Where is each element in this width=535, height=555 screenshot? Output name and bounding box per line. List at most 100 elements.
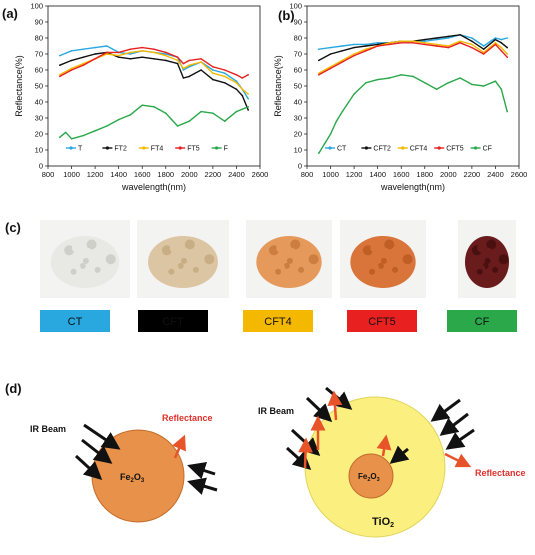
x-tick-label: 1000: [63, 170, 80, 179]
label-text-cft: CFT: [162, 316, 184, 328]
data-point-f: [164, 112, 167, 114]
data-point-cf: [482, 85, 485, 87]
data-point-cft4: [329, 66, 332, 68]
panel-label-b: (b): [278, 8, 295, 23]
powder-granule-cft5: [403, 264, 408, 269]
powder-granule-ct: [64, 245, 75, 256]
data-point-cft4: [423, 42, 426, 44]
data-point-cf: [341, 110, 344, 113]
legend-marker-cft2: [364, 146, 368, 150]
y-tick-label: 60: [294, 66, 302, 75]
x-tick-label: 1200: [346, 170, 363, 179]
y-tick-label: 90: [294, 18, 302, 27]
x-tick-label: 2200: [464, 170, 481, 179]
data-point-t: [94, 46, 96, 49]
data-point-cft5: [365, 50, 367, 52]
data-point-cf: [329, 133, 332, 135]
data-point-ct: [317, 48, 320, 50]
powder-granule-cft5: [381, 247, 390, 256]
x-tick-label: 2600: [511, 170, 528, 179]
powder-granule-cft: [161, 245, 172, 256]
data-point-ft4: [223, 75, 226, 78]
x-tick-label: 1800: [416, 170, 433, 179]
data-point-ft5: [241, 77, 244, 79]
data-point-cf: [500, 88, 503, 90]
data-point-cft4: [341, 59, 344, 62]
powder-granule-cf: [480, 265, 485, 270]
data-point-ft5: [141, 46, 144, 49]
powder-granule-cft4: [271, 262, 276, 267]
data-point-cf: [317, 152, 320, 154]
panel-label-a: (a): [2, 6, 18, 21]
data-point-cf: [400, 74, 403, 76]
legend-marker-ft5: [178, 146, 182, 150]
powder-granule-cf: [474, 262, 479, 267]
data-point-t: [188, 66, 191, 68]
x-tick-label: 1600: [134, 170, 151, 179]
powder-swatches: CT CFT CFT4 CFT5 CF: [40, 220, 517, 332]
data-point-ct: [482, 45, 485, 47]
y-tick-label: 0: [39, 162, 43, 171]
series-line-cft2: [318, 34, 508, 62]
data-point-t: [212, 69, 214, 71]
data-point-cf: [447, 82, 450, 84]
legend-label-ct: CT: [337, 146, 347, 153]
chart-a: 0 10 20 30 40 50 60 70 80 90 100 800 1000 1200 1400 160…: [14, 2, 268, 193]
powder-granule-cft5: [402, 254, 413, 265]
powder-granule-cft: [189, 260, 194, 264]
powder-granule-cft4: [309, 264, 314, 269]
powder-granule-cft4: [281, 265, 285, 270]
data-point-ct: [365, 43, 367, 46]
powder-granule-cft: [192, 266, 199, 273]
powder-granule-cft: [169, 244, 178, 253]
powder-granule-ct: [83, 247, 92, 256]
data-point-ft2: [141, 56, 144, 58]
data-point-t: [58, 54, 61, 57]
y-tick-label: 100: [30, 2, 43, 11]
data-point-ft4: [106, 53, 108, 55]
powder-granule-cft5: [384, 239, 395, 250]
data-point-cf: [423, 82, 426, 84]
data-point-ft4: [235, 82, 238, 84]
data-point-cft2: [506, 46, 509, 49]
x-tick-label: 2000: [181, 170, 198, 179]
label-box-ct: [40, 310, 110, 332]
data-point-ft4: [82, 62, 85, 65]
ir-beam-label-right: IR Beam: [258, 406, 294, 416]
data-point-ft4: [247, 93, 250, 95]
data-point-cft5: [376, 45, 379, 47]
data-point-ft5: [58, 75, 61, 78]
y-tick-label: 40: [294, 98, 302, 107]
data-point-cft4: [506, 53, 509, 55]
fe2o3-label-left: Fe2O3: [120, 472, 145, 484]
data-point-f: [176, 125, 179, 127]
legend-label-ft4: FT4: [151, 146, 164, 153]
powder-granule-cft4: [294, 260, 299, 264]
powder-granule-ct: [86, 239, 97, 250]
reflected-arrow-left: [172, 434, 186, 459]
x-tick-label: 2400: [487, 170, 504, 179]
data-point-ft4: [200, 61, 202, 63]
data-point-cft5: [459, 42, 461, 44]
powder-granule-cft: [177, 262, 184, 269]
data-point-cft5: [353, 54, 355, 57]
data-point-f: [247, 106, 250, 108]
data-point-cft4: [459, 40, 461, 42]
data-point-ft5: [176, 56, 179, 58]
data-point-ft4: [117, 54, 120, 57]
powder-granule-cft4: [287, 247, 296, 256]
x-axis-title-b: wavelength(nm): [380, 182, 445, 192]
powder-granule-cft5: [365, 262, 370, 267]
tio2-label: TiO2: [372, 516, 394, 529]
x-tick-label: 800: [42, 170, 55, 179]
data-point-cft4: [435, 43, 438, 46]
data-point-f: [235, 110, 238, 113]
data-point-t: [235, 80, 238, 82]
label-box-cft5: [347, 310, 417, 332]
data-point-ft4: [153, 51, 155, 54]
data-point-ft2: [82, 56, 85, 58]
powder-granule-cft5: [369, 268, 376, 275]
y-tick-label: 70: [294, 50, 302, 59]
data-point-cft5: [329, 67, 332, 70]
